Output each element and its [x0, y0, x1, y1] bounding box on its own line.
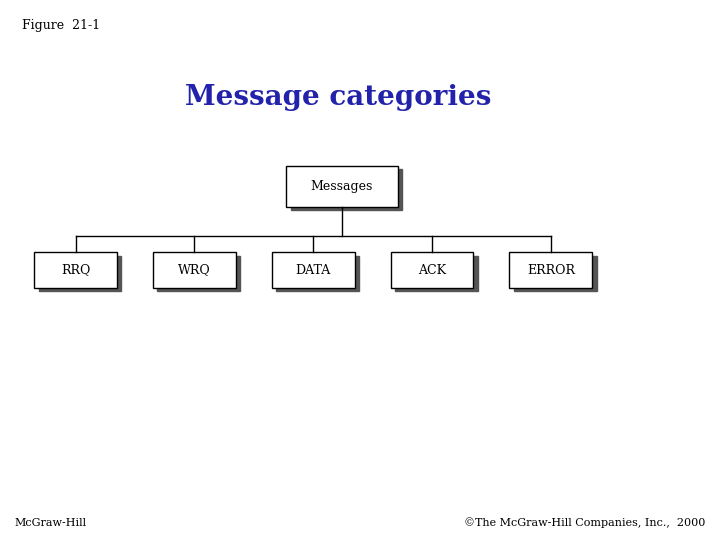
Text: McGraw-Hill: McGraw-Hill: [14, 518, 86, 528]
Text: ©The McGraw-Hill Companies, Inc.,  2000: ©The McGraw-Hill Companies, Inc., 2000: [464, 517, 706, 528]
FancyBboxPatch shape: [287, 166, 397, 206]
FancyBboxPatch shape: [290, 170, 402, 210]
Text: WRQ: WRQ: [178, 264, 211, 276]
Text: Messages: Messages: [311, 180, 373, 193]
Text: ERROR: ERROR: [527, 264, 575, 276]
FancyBboxPatch shape: [153, 252, 236, 287]
FancyBboxPatch shape: [34, 252, 117, 287]
Text: Figure  21-1: Figure 21-1: [22, 19, 100, 32]
Text: RRQ: RRQ: [61, 264, 90, 276]
Text: Message categories: Message categories: [185, 84, 492, 111]
FancyBboxPatch shape: [39, 255, 121, 291]
Text: ACK: ACK: [418, 264, 446, 276]
FancyBboxPatch shape: [514, 255, 596, 291]
FancyBboxPatch shape: [395, 255, 478, 291]
Text: DATA: DATA: [296, 264, 330, 276]
FancyBboxPatch shape: [272, 252, 355, 287]
FancyBboxPatch shape: [158, 255, 240, 291]
FancyBboxPatch shape: [510, 252, 593, 287]
FancyBboxPatch shape: [276, 255, 359, 291]
FancyBboxPatch shape: [390, 252, 474, 287]
